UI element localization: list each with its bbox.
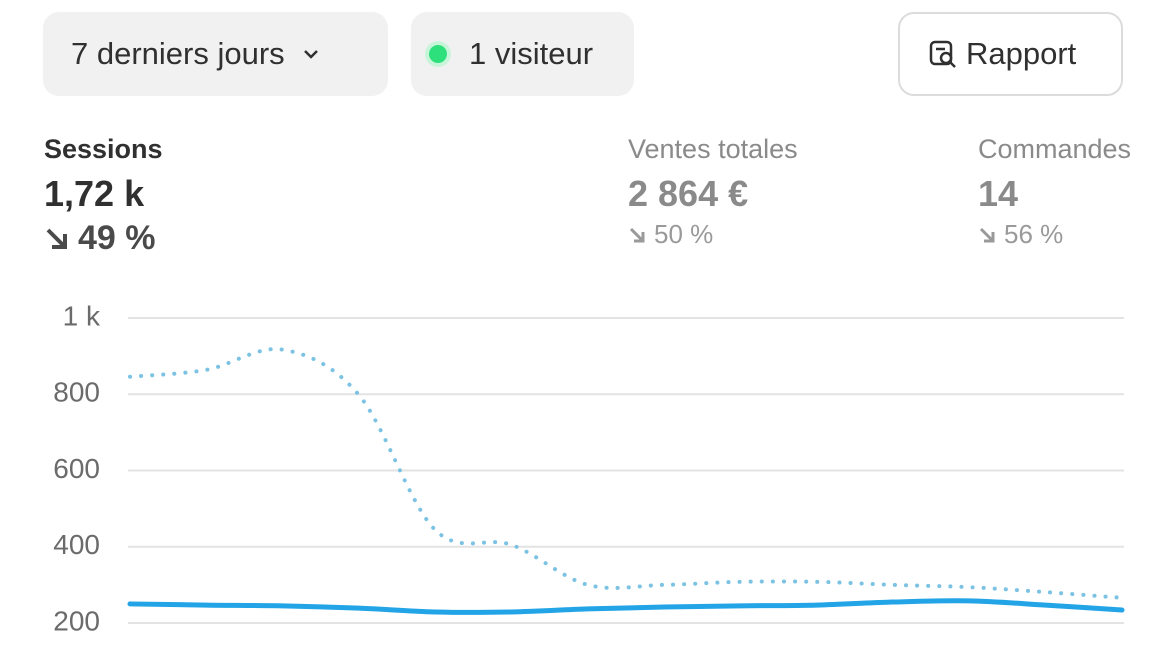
series-line <box>127 598 1125 615</box>
metric-change: 56 % <box>978 219 1131 250</box>
down-arrow-icon <box>46 228 67 249</box>
metric-change: 49 % <box>44 219 163 258</box>
chevron-icon <box>303 50 318 59</box>
metric-label: Ventes totales <box>628 134 798 164</box>
metric-sales[interactable]: Ventes totales 2 864 € 50 % <box>628 134 798 250</box>
metric-change-text: 56 % <box>1004 219 1064 249</box>
metric-change-text: 50 % <box>654 219 714 249</box>
report-button[interactable]: Rapport <box>898 12 1123 96</box>
y-tick-label: 800 <box>53 377 100 408</box>
metric-value: 2 864 € <box>628 173 749 214</box>
y-tick-label: 400 <box>53 529 100 560</box>
visitors-text: 1 visiteur <box>469 36 594 71</box>
metric-change: 50 % <box>628 219 798 250</box>
live-dot <box>429 45 447 63</box>
period-button[interactable]: 7 derniers jours <box>43 12 388 96</box>
metric-label: Commandes <box>978 134 1132 164</box>
metric-sessions[interactable]: Sessions 1,72 k 49 % <box>44 134 163 258</box>
down-arrow-icon <box>979 227 995 242</box>
visitors-button[interactable]: 1 visiteur <box>411 12 634 96</box>
period-text: 7 derniers jours <box>71 36 285 71</box>
metric-value: 1,72 k <box>44 173 145 214</box>
report-text: Rapport <box>966 36 1077 71</box>
comparison-line <box>128 347 1124 600</box>
metric-orders[interactable]: Commandes 14 56 % <box>978 134 1131 250</box>
y-tick-label: 600 <box>53 453 100 484</box>
metric-label: Sessions <box>44 134 163 164</box>
down-arrow-icon <box>629 227 645 242</box>
metric-change-text: 49 % <box>78 219 156 257</box>
metric-value: 14 <box>978 173 1019 214</box>
report-icon <box>929 40 956 68</box>
y-tick-label: 1 k <box>63 300 101 331</box>
y-tick-label: 200 <box>53 605 100 636</box>
